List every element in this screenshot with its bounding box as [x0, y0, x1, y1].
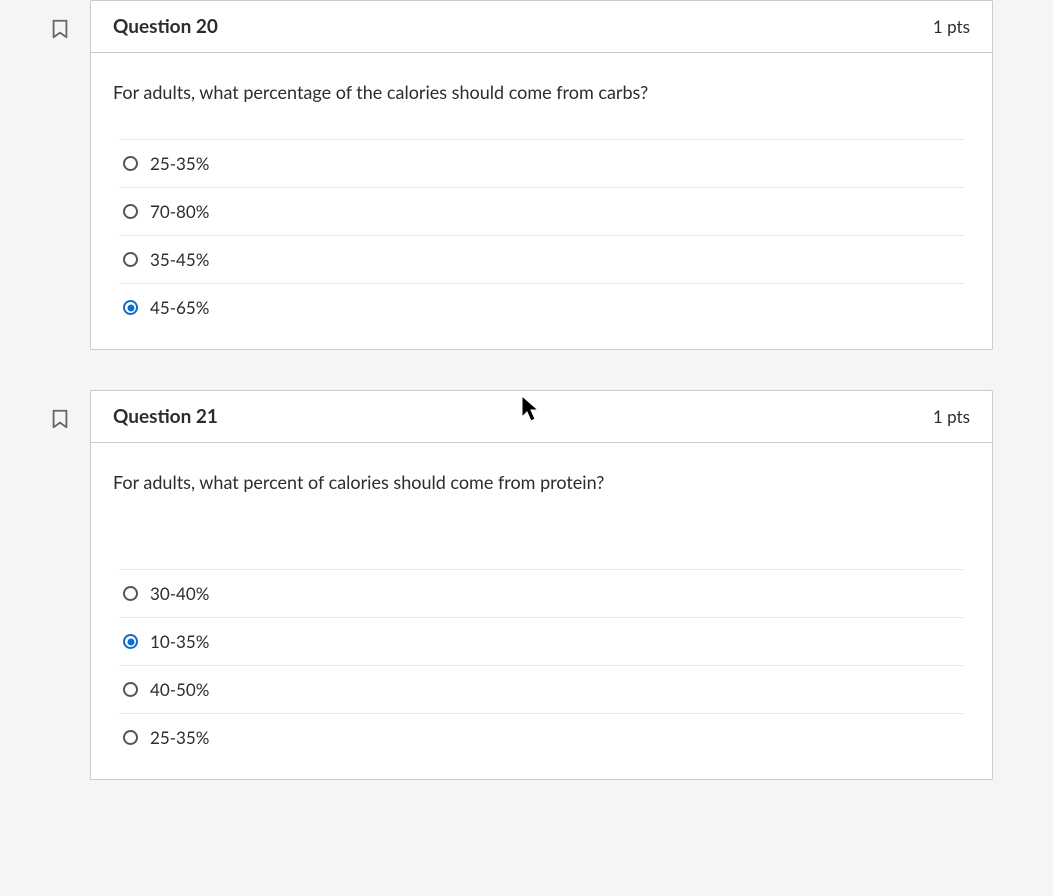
cursor-icon — [521, 395, 541, 427]
question-body: For adults, what percent of calories sho… — [91, 443, 992, 779]
question-wrapper-20: Question 20 1 pts For adults, what perce… — [30, 0, 993, 350]
answer-label: 35-45% — [150, 249, 209, 270]
radio-icon — [123, 682, 138, 697]
question-prompt: For adults, what percent of calories sho… — [113, 471, 970, 493]
answer-option[interactable]: 70-80% — [119, 187, 964, 235]
flag-column — [30, 390, 90, 434]
radio-icon — [123, 634, 138, 649]
answers-list: 30-40% 10-35% 40-50% 25-35% — [119, 569, 964, 761]
bookmark-icon[interactable] — [49, 408, 71, 434]
question-title: Question 20 — [113, 15, 218, 38]
question-card-20: Question 20 1 pts For adults, what perce… — [90, 0, 993, 350]
radio-icon — [123, 730, 138, 745]
answer-option[interactable]: 35-45% — [119, 235, 964, 283]
answer-label: 40-50% — [150, 679, 209, 700]
answer-option[interactable]: 10-35% — [119, 617, 964, 665]
radio-icon — [123, 204, 138, 219]
answer-option[interactable]: 40-50% — [119, 665, 964, 713]
question-points: 1 pts — [933, 16, 970, 37]
answer-label: 25-35% — [150, 153, 209, 174]
answer-label: 25-35% — [150, 727, 209, 748]
question-header: Question 21 1 pts — [91, 391, 992, 443]
bookmark-icon[interactable] — [49, 18, 71, 44]
answer-label: 70-80% — [150, 201, 209, 222]
answer-option[interactable]: 30-40% — [119, 569, 964, 617]
flag-column — [30, 0, 90, 44]
question-wrapper-21: Question 21 1 pts For adults, what perce… — [30, 390, 993, 780]
answer-label: 30-40% — [150, 583, 209, 604]
question-title: Question 21 — [113, 405, 218, 428]
answer-option[interactable]: 25-35% — [119, 713, 964, 761]
radio-icon — [123, 252, 138, 267]
question-points: 1 pts — [933, 406, 970, 427]
question-card-21: Question 21 1 pts For adults, what perce… — [90, 390, 993, 780]
radio-icon — [123, 300, 138, 315]
question-header: Question 20 1 pts — [91, 1, 992, 53]
answer-label: 45-65% — [150, 297, 209, 318]
quiz-page: Question 20 1 pts For adults, what perce… — [0, 0, 1053, 780]
question-prompt: For adults, what percentage of the calor… — [113, 81, 970, 103]
answer-option[interactable]: 45-65% — [119, 283, 964, 331]
radio-icon — [123, 586, 138, 601]
radio-icon — [123, 156, 138, 171]
answer-label: 10-35% — [150, 631, 209, 652]
answers-list: 25-35% 70-80% 35-45% 45-65% — [119, 139, 964, 331]
question-body: For adults, what percentage of the calor… — [91, 53, 992, 349]
answer-option[interactable]: 25-35% — [119, 139, 964, 187]
